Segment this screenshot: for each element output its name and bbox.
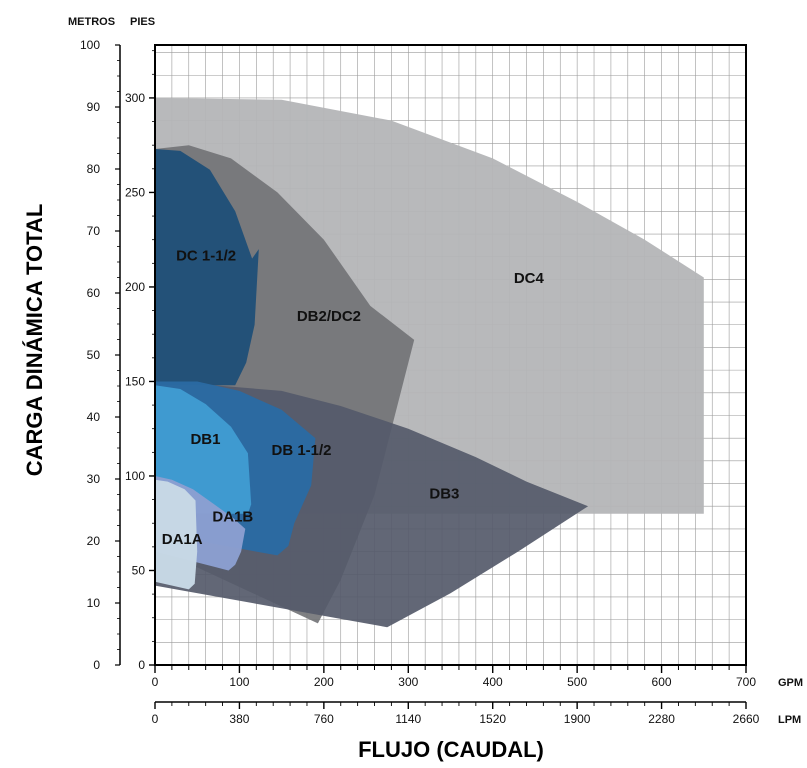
unit-metros: METROS	[68, 16, 115, 28]
x-gpm-tick-label: 600	[652, 675, 672, 689]
x-gpm-tick-label: 0	[152, 675, 159, 689]
region-label: DC4	[514, 270, 545, 287]
x-lpm-tick-label: 760	[314, 712, 334, 726]
unit-pies: PIES	[130, 16, 155, 28]
y-pies-tick-label: 100	[125, 469, 145, 483]
x-gpm-tick-label: 700	[736, 675, 756, 689]
y-axis-title: CARGA DINÁMICA TOTAL	[22, 204, 47, 477]
pump-regions	[155, 97, 704, 628]
y-metros-tick-label: 70	[87, 224, 101, 238]
region-labels: DC4 DB2/DC2 DB3 DC 1-1/2 DB 1-1/2 DB1 DA1B DA1A	[162, 247, 545, 548]
region-label: DB 1-1/2	[272, 442, 332, 459]
y-pies-tick-label: 250	[125, 185, 145, 199]
y-pies-tick-label: 150	[125, 374, 145, 388]
y-pies-tick-label: 0	[138, 658, 145, 672]
y-metros-tick-label: 0	[93, 658, 100, 672]
region-da1a	[155, 479, 198, 590]
x-gpm-tick-label: 400	[483, 675, 503, 689]
y-metros-tick-label: 60	[87, 286, 101, 300]
y-pies-tick-label: 300	[125, 91, 145, 105]
x-lpm-tick-label: 0	[152, 712, 159, 726]
region-label: DB2/DC2	[297, 308, 361, 325]
x-lpm-tick-label: 2660	[733, 712, 760, 726]
x-gpm-tick-label: 300	[398, 675, 418, 689]
y-metros-tick-label: 10	[87, 596, 101, 610]
region-label: DC 1-1/2	[176, 247, 236, 264]
region-label: DB1	[190, 431, 220, 448]
y-metros-tick-label: 50	[87, 348, 101, 362]
x-lpm-tick-label: 380	[229, 712, 249, 726]
region-label: DA1B	[212, 508, 253, 525]
y-metros-tick-label: 80	[87, 162, 101, 176]
unit-lpm: LPM	[778, 714, 801, 726]
plot-frame	[154, 44, 747, 666]
y-metros-tick-label: 40	[87, 410, 101, 424]
x-gpm-tick-label: 100	[229, 675, 249, 689]
region-label: DA1A	[162, 531, 203, 548]
y-metros-tick-label: 90	[87, 100, 101, 114]
region-dc-1-1-2	[155, 149, 259, 386]
region-db1	[155, 385, 252, 514]
x-gpm-tick-label: 200	[314, 675, 334, 689]
y-metros-tick-label: 20	[87, 534, 101, 548]
x-lpm-tick-label: 1140	[395, 712, 421, 726]
y-pies-tick-label: 200	[125, 280, 145, 294]
x-axis-title: FLUJO (CAUDAL)	[358, 737, 544, 762]
y-metros-tick-label: 100	[80, 38, 100, 52]
x-lpm-tick-label: 1900	[564, 712, 591, 726]
plot-border	[154, 44, 747, 666]
region-label: DB3	[429, 486, 459, 503]
y-pies-tick-label: 50	[132, 563, 146, 577]
x-lpm-tick-label: 1520	[479, 712, 506, 726]
y-metros-tick-label: 30	[87, 472, 101, 486]
unit-gpm: GPM	[778, 677, 803, 689]
axes: 0 10 20 30 40 50 60 70 80 90 100 0 50 100 150 200 250 300…	[80, 38, 760, 726]
x-lpm-tick-label: 2280	[648, 712, 675, 726]
x-gpm-tick-label: 500	[567, 675, 587, 689]
